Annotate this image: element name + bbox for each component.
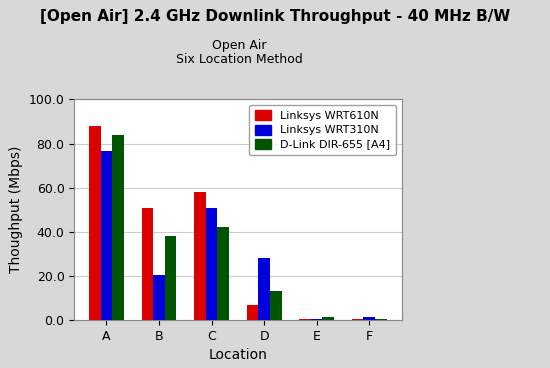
Y-axis label: Thoughput (Mbps): Thoughput (Mbps) [9,146,23,273]
Bar [217,227,229,320]
X-axis label: Location: Location [208,348,267,362]
Bar [153,275,165,320]
Bar [311,319,322,320]
Text: Open Air: Open Air [212,39,267,52]
Bar [101,151,112,320]
Bar [142,208,153,320]
Bar [299,319,311,320]
Legend: Linksys WRT610N, Linksys WRT310N, D-Link DIR-655 [A4]: Linksys WRT610N, Linksys WRT310N, D-Link… [249,105,396,155]
Bar [206,208,217,320]
Bar [375,319,387,320]
Text: [Open Air] 2.4 GHz Downlink Throughput - 40 MHz B/W: [Open Air] 2.4 GHz Downlink Throughput -… [40,9,510,24]
Bar [258,258,270,320]
Bar [112,135,124,320]
Bar [364,317,375,320]
Bar [165,236,177,320]
Bar [270,291,282,320]
Bar [89,126,101,320]
Text: Six Location Method: Six Location Method [176,53,302,66]
Bar [322,317,334,320]
Bar [247,305,258,320]
Bar [194,192,206,320]
Bar [352,319,364,320]
